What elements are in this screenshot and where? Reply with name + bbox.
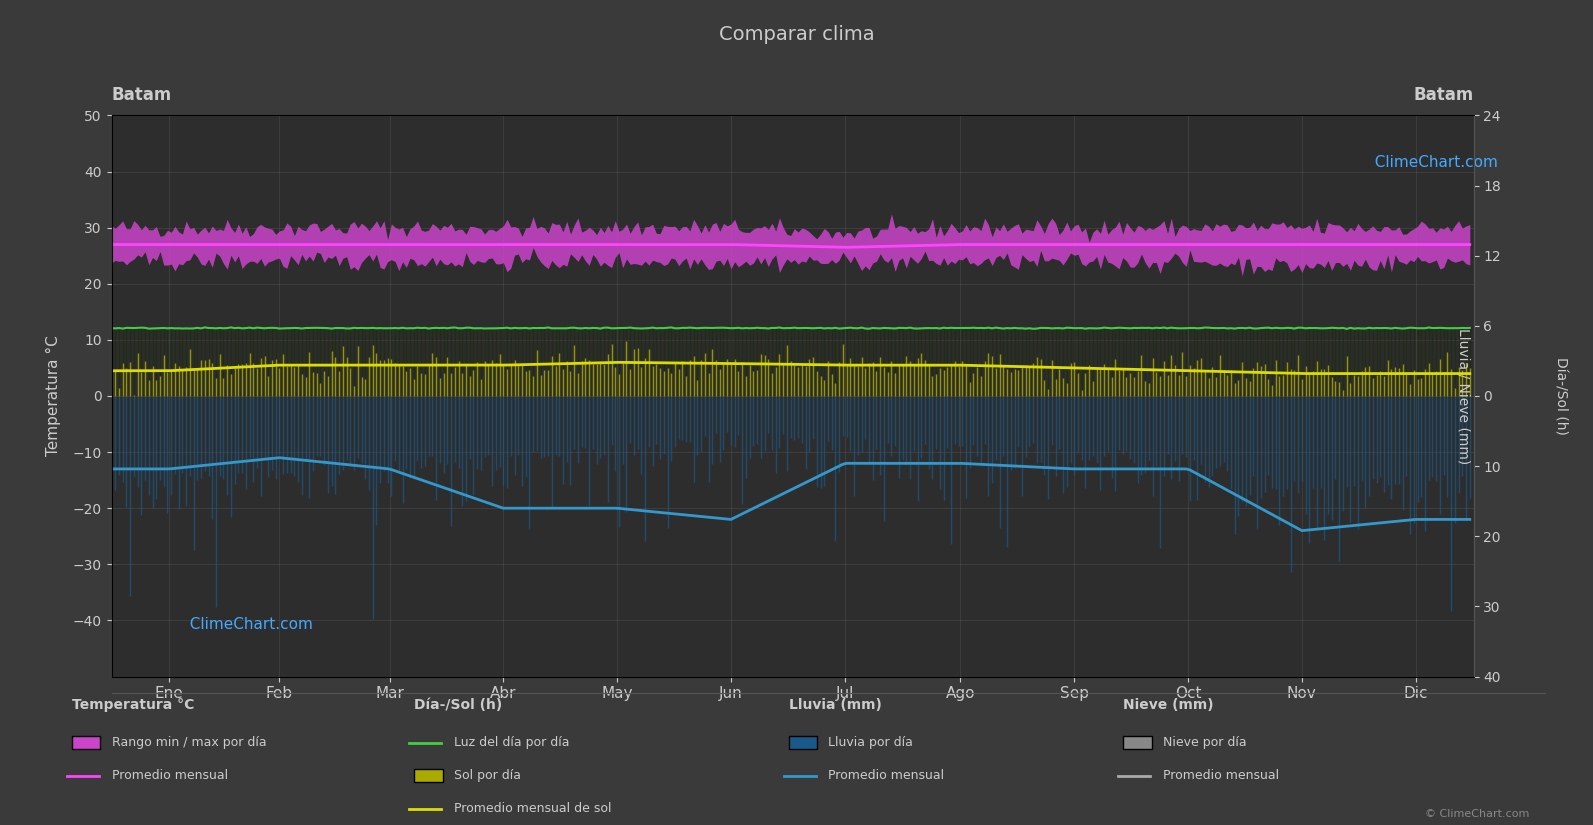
Text: Nieve por día: Nieve por día — [1163, 736, 1246, 749]
Text: Promedio mensual: Promedio mensual — [1163, 769, 1279, 782]
Text: ClimeChart.com: ClimeChart.com — [1365, 155, 1497, 170]
Y-axis label: Día-/Sol (h)





Lluvia / Nieve (mm): Día-/Sol (h) Lluvia / Nieve (mm) — [1456, 328, 1568, 464]
Text: ClimeChart.com: ClimeChart.com — [180, 616, 312, 632]
Text: Comparar clima: Comparar clima — [718, 25, 875, 44]
Y-axis label: Temperatura °C: Temperatura °C — [46, 336, 62, 456]
Text: Luz del día por día: Luz del día por día — [454, 736, 570, 749]
Text: © ClimeChart.com: © ClimeChart.com — [1424, 808, 1529, 818]
Text: Sol por día: Sol por día — [454, 769, 521, 782]
Text: Lluvia por día: Lluvia por día — [828, 736, 913, 749]
Text: Batam: Batam — [1413, 87, 1474, 104]
Text: Promedio mensual: Promedio mensual — [112, 769, 228, 782]
Text: Temperatura °C: Temperatura °C — [72, 699, 194, 712]
Text: Batam: Batam — [112, 87, 172, 104]
Text: Nieve (mm): Nieve (mm) — [1123, 699, 1214, 712]
Text: Promedio mensual: Promedio mensual — [828, 769, 945, 782]
Text: Lluvia (mm): Lluvia (mm) — [789, 699, 881, 712]
Text: Rango min / max por día: Rango min / max por día — [112, 736, 266, 749]
Text: Promedio mensual de sol: Promedio mensual de sol — [454, 802, 612, 815]
Text: Día-/Sol (h): Día-/Sol (h) — [414, 699, 502, 712]
